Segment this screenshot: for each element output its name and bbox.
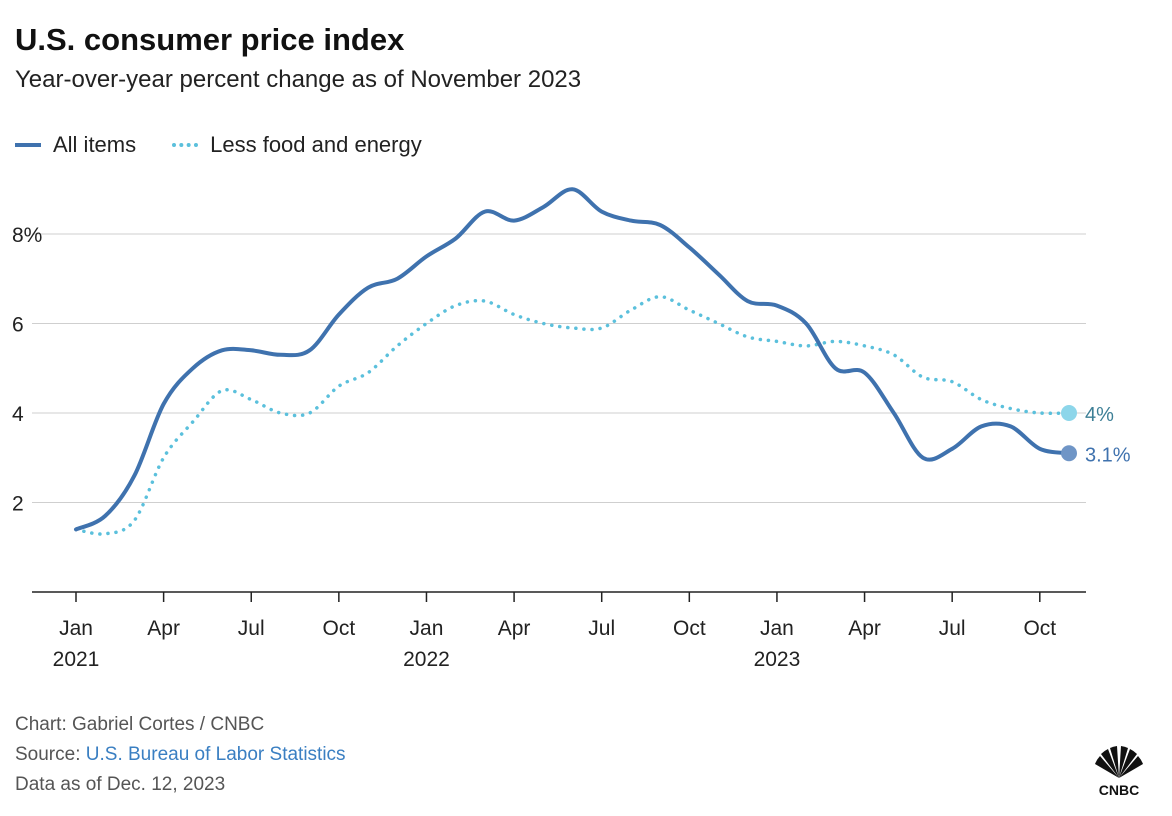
end-marker-core	[1061, 405, 1077, 421]
cnbc-peacock-logo: CNBC	[1095, 746, 1143, 798]
x-year-label: 2021	[53, 648, 100, 671]
legend-item-all-items: All items	[15, 132, 136, 158]
x-axis: Jan 2021 Apr Jul Oct Jan 2022 Apr Jul Oct Jan 2023 A…	[32, 591, 1086, 671]
legend-swatch-dotted	[172, 143, 199, 147]
legend-label-core: Less food and energy	[210, 132, 422, 157]
x-year-label: 2023	[754, 648, 801, 671]
source-link[interactable]: U.S. Bureau of Labor Statistics	[85, 744, 346, 765]
series-line-all-items	[74, 187, 1071, 532]
y-tick-label: 6	[12, 314, 24, 337]
y-tick-label: 2	[12, 493, 24, 516]
chart-source: Source: U.S. Bureau of Labor Statistics	[15, 740, 346, 770]
x-tick-label: Jul	[238, 617, 265, 640]
chart-title: U.S. consumer price index	[15, 22, 405, 57]
gridlines: 2 4 6 8%	[12, 224, 1086, 516]
chart-footer: Chart: Gabriel Cortes / CNBC Source: U.S…	[15, 710, 346, 800]
x-tick-label: Jul	[939, 617, 966, 640]
x-tick-label: Jan	[59, 617, 93, 640]
x-year-label: 2022	[403, 648, 450, 671]
chart-credit: Chart: Gabriel Cortes / CNBC	[15, 714, 265, 735]
end-label-all-items: 3.1%	[1085, 444, 1131, 466]
x-tick-label: Jul	[588, 617, 615, 640]
x-tick-label: Oct	[323, 617, 356, 640]
logo-wordmark: CNBC	[1099, 782, 1139, 798]
series-lines	[74, 187, 1071, 536]
y-tick-label: 8%	[12, 224, 42, 247]
legend-item-core: Less food and energy	[172, 132, 422, 158]
y-tick-label: 4	[12, 403, 24, 426]
series-line-core	[74, 294, 1071, 536]
end-label-core: 4%	[1085, 404, 1114, 426]
legend: All items Less food and energy	[15, 130, 458, 160]
peacock-icon	[1095, 746, 1143, 778]
x-tick-label: Jan	[410, 617, 444, 640]
end-labels: 3.1% 4%	[1061, 404, 1131, 466]
end-marker-all-items	[1061, 445, 1077, 462]
chart-subtitle: Year-over-year percent change as of Nove…	[15, 66, 582, 93]
x-tick-label: Apr	[498, 617, 531, 640]
legend-swatch-solid	[15, 143, 41, 147]
x-tick-label: Apr	[848, 617, 881, 640]
x-tick-label: Oct	[1023, 617, 1056, 640]
x-tick-label: Jan	[760, 617, 794, 640]
data-date-note: Data as of Dec. 12, 2023	[15, 774, 226, 795]
source-prefix: Source:	[15, 744, 86, 765]
x-tick-label: Oct	[673, 617, 706, 640]
legend-label-all-items: All items	[53, 132, 137, 157]
x-tick-label: Apr	[147, 617, 180, 640]
